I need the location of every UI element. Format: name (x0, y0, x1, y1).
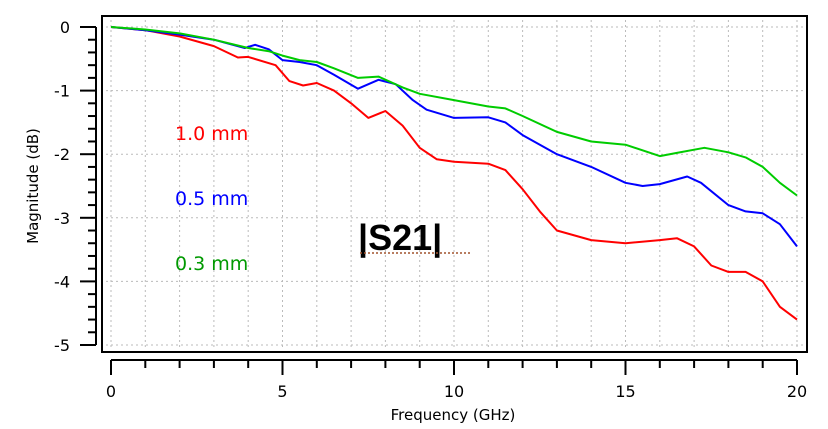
y-axis-title: Magnitude (dB) (24, 128, 42, 244)
y-tick-label: -4 (54, 272, 70, 291)
plot-frame (101, 15, 808, 353)
x-tick-label: 15 (615, 382, 635, 401)
y-tick-label: -3 (54, 209, 70, 228)
y-tick-label: 0 (60, 18, 70, 37)
x-tick-label: 10 (444, 382, 464, 401)
x-axis-title: Frequency (GHz) (391, 406, 516, 424)
x-tick-label: 20 (787, 382, 807, 401)
y-tick-label: -5 (54, 336, 70, 355)
series-label-05mm: 0.5 mm (175, 188, 248, 210)
x-tick-label: 5 (277, 382, 287, 401)
series-label-03mm: 0.3 mm (175, 253, 248, 275)
y-tick-label: -2 (54, 145, 70, 164)
series-line-10mm (110, 26, 798, 321)
series-label-1mm: 1.0 mm (175, 123, 248, 145)
x-tick-label: 0 (106, 382, 116, 401)
series-lines (110, 26, 798, 321)
axes: 0 -1 -2 -3 -4 -5 0 5 10 15 20 (54, 18, 807, 401)
y-tick-label: -1 (54, 82, 70, 101)
grid (106, 20, 803, 349)
series-line-05mm (110, 26, 798, 248)
series-line-03mm (110, 26, 798, 197)
s21-annotation: |S21| (358, 217, 442, 259)
